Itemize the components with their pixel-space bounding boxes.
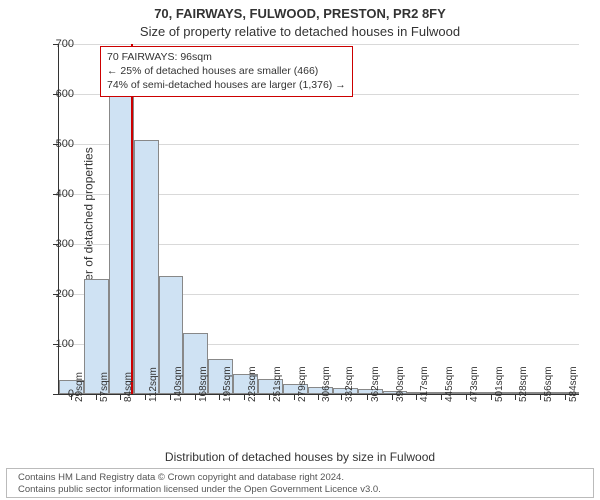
x-tick: [515, 394, 516, 400]
x-tick-label: 57sqm: [99, 372, 110, 402]
x-axis-label: Distribution of detached houses by size …: [0, 450, 600, 464]
x-tick: [540, 394, 541, 400]
x-tick: [341, 394, 342, 400]
y-tick-label: 200: [56, 288, 74, 300]
gridline: [59, 44, 579, 45]
chart-subtitle: Size of property relative to detached ho…: [0, 24, 600, 39]
y-tick-label: 500: [56, 138, 74, 150]
footer-line-1: Contains HM Land Registry data © Crown c…: [18, 472, 582, 484]
x-tick: [466, 394, 467, 400]
x-tick: [441, 394, 442, 400]
x-tick: [367, 394, 368, 400]
footer-line-2: Contains public sector information licen…: [18, 484, 582, 496]
y-tick: [53, 394, 59, 395]
x-tick: [491, 394, 492, 400]
x-tick-label: 445sqm: [444, 366, 455, 402]
x-tick-label: 195sqm: [222, 366, 233, 402]
x-tick-label: 84sqm: [123, 372, 134, 402]
histogram-bar: [134, 140, 159, 394]
x-tick: [392, 394, 393, 400]
x-tick-label: 473sqm: [469, 366, 480, 402]
x-tick: [416, 394, 417, 400]
x-tick-label: 112sqm: [148, 367, 159, 402]
x-tick-label: 556sqm: [543, 366, 554, 402]
x-tick: [96, 394, 97, 400]
x-tick: [170, 394, 171, 400]
annotation-line-3: 74% of semi-detached houses are larger (…: [107, 78, 346, 92]
x-tick-label: 390sqm: [395, 366, 406, 402]
y-tick-label: 100: [56, 338, 74, 350]
y-tick-label: 300: [56, 238, 74, 250]
x-tick-label: 584sqm: [568, 366, 579, 402]
x-tick-label: 223sqm: [247, 366, 258, 402]
x-tick-label: 528sqm: [518, 366, 529, 402]
x-tick-label: 140sqm: [173, 366, 184, 402]
x-tick: [145, 394, 146, 400]
x-tick-label: 168sqm: [198, 366, 209, 402]
annotation-line-2: ← 25% of detached houses are smaller (46…: [107, 64, 346, 78]
y-tick-label: 400: [56, 188, 74, 200]
x-tick-label: 29sqm: [74, 372, 85, 402]
annotation-line-1: 70 FAIRWAYS: 96sqm: [107, 50, 346, 64]
property-annotation-box: 70 FAIRWAYS: 96sqm ← 25% of detached hou…: [100, 46, 353, 97]
x-tick-label: 501sqm: [494, 366, 505, 402]
x-tick-label: 332sqm: [344, 366, 355, 402]
x-tick: [318, 394, 319, 400]
x-tick: [219, 394, 220, 400]
x-tick: [195, 394, 196, 400]
copyright-footer: Contains HM Land Registry data © Crown c…: [18, 472, 582, 496]
y-tick-label: 700: [56, 38, 74, 50]
histogram-bar: [109, 94, 134, 394]
x-tick: [244, 394, 245, 400]
y-tick-label: 600: [56, 88, 74, 100]
x-tick-label: 362sqm: [370, 366, 381, 402]
y-tick-label: 0: [68, 388, 74, 400]
x-tick-label: 251sqm: [272, 366, 283, 402]
x-tick-label: 306sqm: [321, 366, 332, 402]
histogram-plot-area: 29sqm57sqm84sqm112sqm140sqm168sqm195sqm2…: [58, 44, 579, 395]
x-tick: [120, 394, 121, 400]
x-tick-label: 279sqm: [297, 366, 308, 402]
x-tick: [565, 394, 566, 400]
x-tick: [294, 394, 295, 400]
x-tick: [269, 394, 270, 400]
address-title: 70, FAIRWAYS, FULWOOD, PRESTON, PR2 8FY: [0, 6, 600, 21]
x-tick-label: 417sqm: [419, 366, 430, 402]
